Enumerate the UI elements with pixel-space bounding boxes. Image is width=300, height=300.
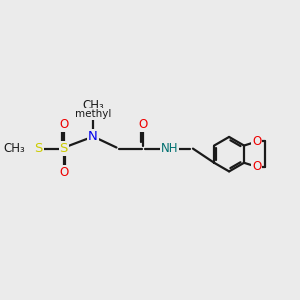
Text: O: O	[252, 160, 261, 173]
Text: O: O	[59, 166, 68, 179]
Text: O: O	[138, 118, 148, 131]
Text: methyl: methyl	[75, 109, 111, 119]
Text: O: O	[59, 118, 68, 131]
Text: S: S	[59, 142, 68, 155]
Text: N: N	[88, 130, 98, 142]
Text: NH: NH	[160, 142, 178, 155]
Text: S: S	[34, 142, 43, 155]
Text: O: O	[138, 118, 148, 131]
Text: CH₃: CH₃	[82, 100, 104, 112]
Text: S: S	[59, 142, 68, 155]
Text: O: O	[252, 135, 261, 148]
Text: O: O	[252, 135, 261, 148]
Text: N: N	[88, 130, 98, 142]
Text: O: O	[59, 118, 68, 131]
Text: CH₃: CH₃	[3, 142, 25, 155]
Text: S: S	[34, 142, 43, 155]
Text: O: O	[59, 166, 68, 179]
Text: NH: NH	[160, 142, 178, 155]
Text: O: O	[252, 160, 261, 173]
